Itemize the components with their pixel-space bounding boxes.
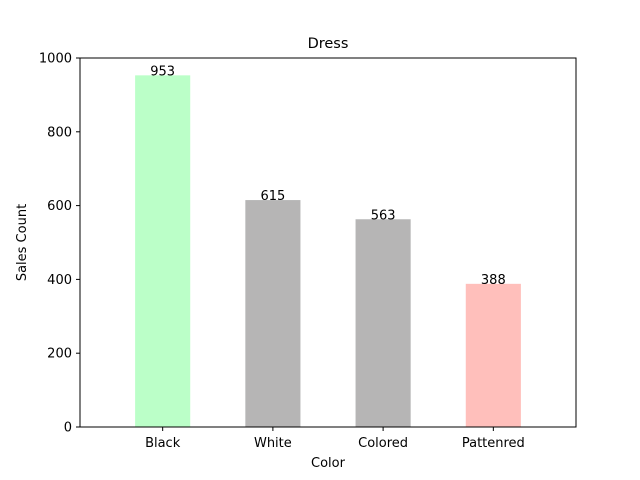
data-labels-layer: 953 615 563 388 <box>150 64 505 287</box>
bar-white <box>245 200 301 427</box>
y-axis-label: Sales Count <box>15 204 30 281</box>
y-tick-label-400: 400 <box>47 273 72 288</box>
x-tick-label-colored: Colored <box>358 436 408 451</box>
chart-title: Dress <box>308 36 349 52</box>
x-tick-label-pattenred: Pattenred <box>462 436 525 451</box>
x-axis-ticks: Black White Colored Pattenred <box>145 427 525 451</box>
y-tick-label-0: 0 <box>64 421 72 436</box>
bar-black <box>135 75 191 427</box>
x-tick-label-black: Black <box>145 436 181 451</box>
data-label-black: 953 <box>150 64 175 79</box>
y-axis-ticks: 0 200 400 600 800 1000 <box>39 52 80 436</box>
data-label-pattenred: 388 <box>481 273 506 288</box>
bar-colored <box>355 219 411 427</box>
y-tick-label-200: 200 <box>47 347 72 362</box>
data-label-white: 615 <box>260 189 285 204</box>
bars-layer <box>135 75 521 427</box>
y-tick-label-600: 600 <box>47 199 72 214</box>
y-tick-label-800: 800 <box>47 125 72 140</box>
x-tick-label-white: White <box>254 436 292 451</box>
y-tick-label-1000: 1000 <box>39 52 72 67</box>
x-axis-label: Color <box>311 456 346 471</box>
bar-pattenred <box>465 283 521 427</box>
plot-frame <box>79 57 577 428</box>
data-label-colored: 563 <box>371 208 396 223</box>
